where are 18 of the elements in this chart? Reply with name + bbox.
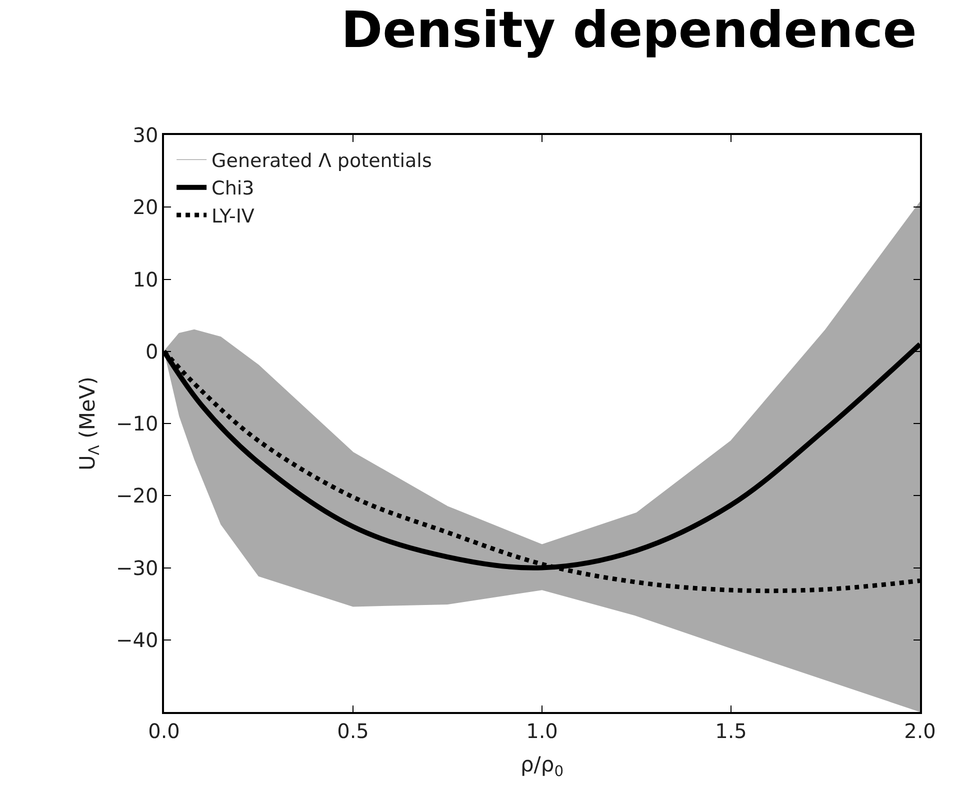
x-tick-label: 0.5 [337,718,369,743]
y-tick-label: 10 [132,267,158,292]
y-tick-label: −30 [116,556,158,580]
y-tick-label: −20 [116,484,158,508]
y-tick-label: 0 [146,339,158,364]
legend-label: LY-IV [212,205,254,228]
legend-label: Chi3 [212,178,254,200]
x-tick-label: 2.0 [904,718,936,743]
legend-label: Generated Λ potentials [212,150,432,172]
x-tick-label: 1.0 [526,718,558,743]
chart-title: Density dependence [341,1,917,60]
y-tick-label: 20 [132,195,158,220]
y-tick-label: 30 [132,123,158,147]
y-tick-label: −40 [116,628,158,652]
x-tick-label: 1.5 [715,718,747,743]
y-tick-label: −10 [116,412,158,436]
x-axis-title: ρ/ρ$_{0}$ [520,752,564,780]
x-tick-label: 0.0 [148,718,180,743]
